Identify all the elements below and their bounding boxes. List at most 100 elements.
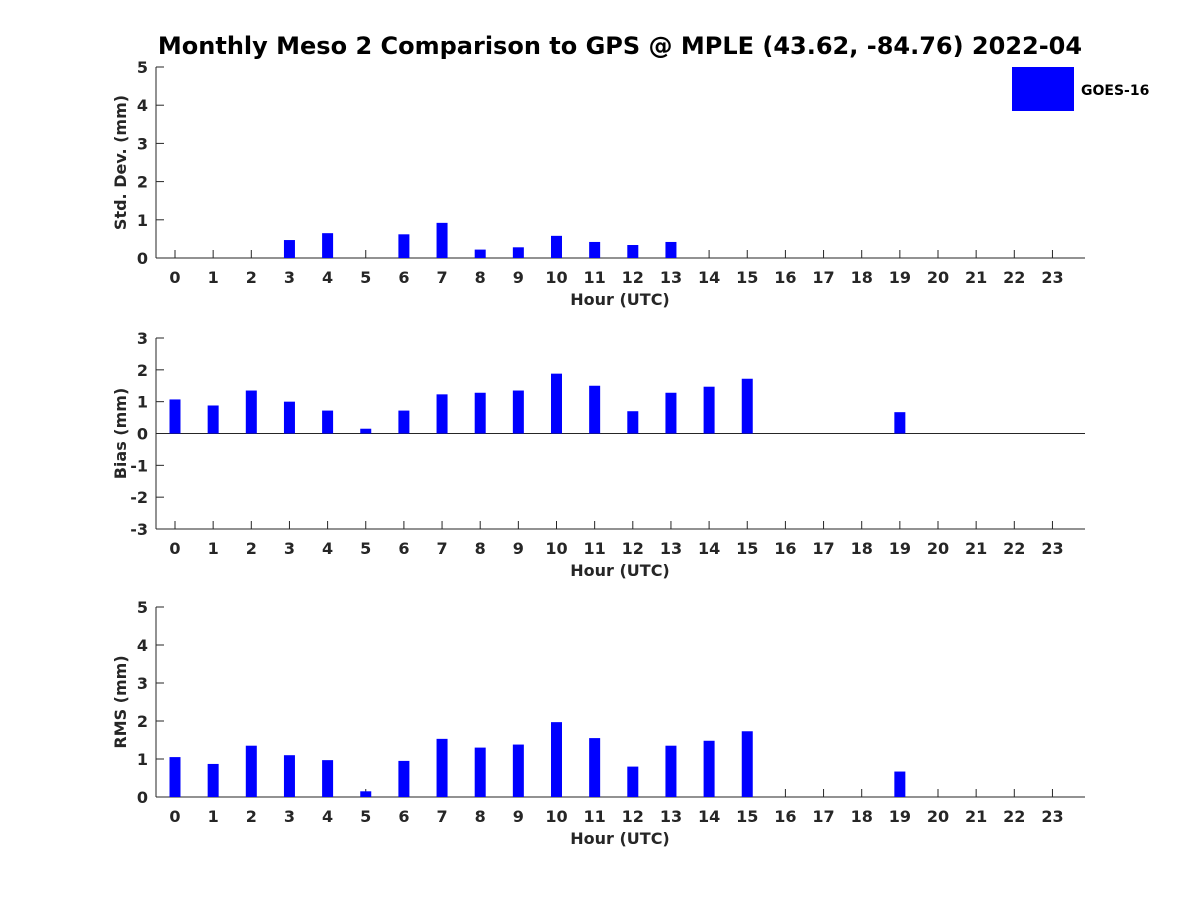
bar-hour-0 [169,399,181,434]
x-tick-label: 20 [927,807,949,826]
x-tick-label: 10 [545,268,567,287]
x-tick-label: 6 [398,539,409,558]
bar-hour-6 [398,234,410,258]
x-tick-label: 10 [545,807,567,826]
y-tick-label: 0 [137,425,148,444]
bar-hour-15 [741,731,753,797]
bar-hour-4 [322,760,334,797]
x-tick-label: 8 [475,268,486,287]
bar-hour-12 [627,245,639,258]
bar-hour-11 [589,241,601,258]
x-tick-label: 12 [622,539,644,558]
bar-hour-10 [551,722,562,797]
x-tick-label: 2 [246,268,257,287]
x-tick-label: 12 [622,807,644,826]
x-tick-label: 4 [322,539,333,558]
x-tick-label: 23 [1041,268,1063,287]
bar-hour-10 [551,235,562,258]
y-tick-label: 3 [137,134,148,153]
x-tick-label: 9 [513,268,524,287]
x-tick-label: 15 [736,268,758,287]
bar-hour-2 [245,745,257,797]
bar-hour-13 [665,241,677,258]
x-tick-label: 1 [208,807,219,826]
bar-hour-8 [474,747,486,797]
x-tick-label: 22 [1003,539,1025,558]
x-axis-label: Hour (UTC) [570,829,670,848]
bar-hour-8 [474,392,486,434]
y-tick-label: 1 [137,393,148,412]
bar-hour-9 [512,390,524,434]
x-tick-label: 20 [927,268,949,287]
x-tick-label: 3 [284,807,295,826]
bar-hour-11 [589,738,601,797]
bar-hour-7 [436,738,448,797]
x-tick-label: 19 [889,807,911,826]
x-tick-label: 8 [475,807,486,826]
x-tick-label: 21 [965,539,987,558]
x-tick-label: 11 [584,539,606,558]
bar-hour-19 [894,771,906,797]
bar-hour-7 [436,394,448,434]
x-tick-label: 7 [436,539,447,558]
y-tick-label: 2 [137,361,148,380]
x-tick-label: 9 [513,807,524,826]
x-tick-label: 1 [208,268,219,287]
x-tick-label: 4 [322,807,333,826]
bar-hour-6 [398,760,410,797]
bar-hour-3 [283,240,295,258]
y-tick-label: 0 [137,249,148,268]
x-tick-label: 14 [698,539,720,558]
bar-hour-7 [436,222,448,258]
y-tick-label: 3 [137,329,148,348]
x-tick-label: 2 [246,539,257,558]
x-tick-label: 8 [475,539,486,558]
y-tick-label: 2 [137,712,148,731]
x-tick-label: 19 [889,268,911,287]
x-tick-label: 1 [208,539,219,558]
bar-hour-4 [322,410,334,434]
y-axis-label: Std. Dev. (mm) [111,95,130,230]
bar-hour-3 [283,401,295,434]
y-tick-label: 5 [137,58,148,77]
x-tick-label: 0 [169,807,180,826]
bar-hour-5 [360,428,372,434]
legend-swatch [1012,67,1074,111]
x-tick-label: 5 [360,807,371,826]
x-tick-label: 17 [812,268,834,287]
y-tick-label: 2 [137,173,148,192]
y-tick-label: -1 [130,456,148,475]
y-tick-label: 4 [137,96,148,115]
x-tick-label: 7 [436,807,447,826]
x-axis-label: Hour (UTC) [570,561,670,580]
x-tick-label: 13 [660,807,682,826]
x-tick-label: 12 [622,268,644,287]
bar-hour-1 [207,405,219,434]
x-tick-label: 16 [774,268,796,287]
x-tick-label: 21 [965,807,987,826]
bar-hour-2 [245,390,257,434]
x-tick-label: 17 [812,807,834,826]
bar-hour-10 [551,373,562,434]
y-tick-label: -3 [130,520,148,539]
y-tick-label: 5 [137,598,148,617]
x-tick-label: 18 [851,268,873,287]
x-tick-label: 22 [1003,268,1025,287]
bar-hour-13 [665,392,677,434]
x-tick-label: 4 [322,268,333,287]
x-axis-label: Hour (UTC) [570,290,670,309]
x-tick-label: 3 [284,268,295,287]
x-tick-label: 13 [660,268,682,287]
legend-label: GOES-16 [1081,83,1149,99]
bar-hour-12 [627,411,639,434]
y-tick-label: 4 [137,636,148,655]
x-tick-label: 16 [774,539,796,558]
bar-hour-19 [894,412,906,434]
x-tick-label: 11 [584,268,606,287]
x-tick-label: 16 [774,807,796,826]
x-tick-label: 23 [1041,539,1063,558]
